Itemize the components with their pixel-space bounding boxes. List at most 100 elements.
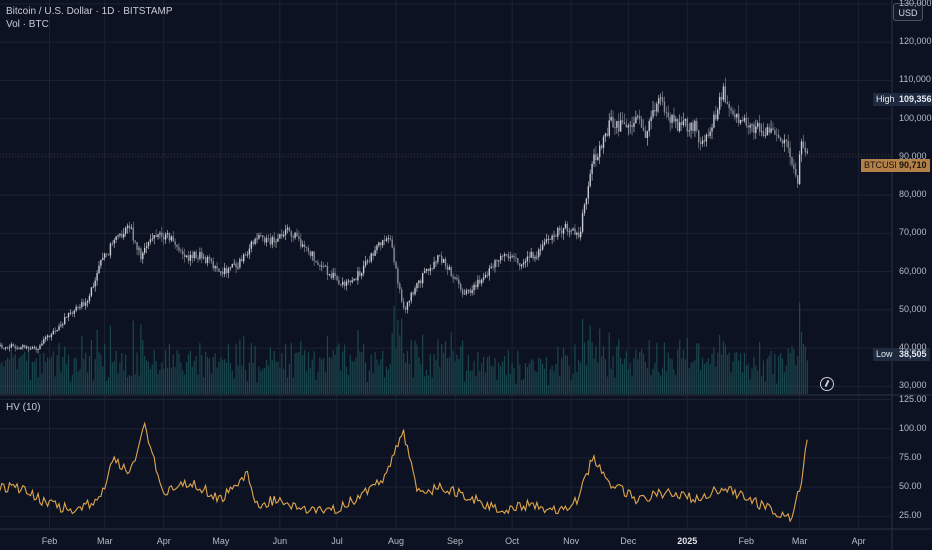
volume-bar — [568, 365, 570, 394]
candle-body — [248, 248, 251, 255]
candle-body — [180, 250, 182, 252]
candle-body — [79, 307, 81, 308]
volume-bar — [262, 368, 264, 394]
volume-bar — [686, 338, 688, 394]
volume-bar — [393, 305, 395, 394]
candle-body — [86, 300, 89, 303]
currency-button[interactable]: USD — [893, 3, 923, 21]
candle-body — [252, 241, 254, 244]
time-tick-label: 2025 — [677, 536, 698, 546]
volume-bar — [220, 357, 222, 394]
price-tick-label: 110,000 — [899, 74, 931, 85]
volume-bar — [98, 352, 100, 394]
candle-body — [62, 324, 64, 326]
volume-bar — [88, 355, 91, 394]
candle-body — [242, 254, 245, 262]
candle-body — [734, 114, 736, 118]
volume-bar — [593, 358, 595, 394]
candle-body — [39, 345, 41, 349]
candle-body — [73, 310, 75, 314]
volume-bar — [465, 370, 468, 394]
volume-bar — [705, 362, 707, 394]
candle-body — [33, 346, 35, 348]
volume-bar — [145, 360, 148, 394]
candle-body — [269, 238, 272, 245]
volume-bar — [136, 352, 138, 394]
candle-body — [570, 230, 572, 232]
candle-body — [595, 154, 597, 160]
replay-icon[interactable] — [820, 377, 834, 391]
volume-bar — [724, 345, 726, 394]
volume-bar — [324, 372, 327, 394]
candle-body — [338, 280, 340, 285]
volume-bar — [102, 366, 104, 394]
candle-body — [145, 246, 148, 249]
candle-body — [589, 173, 591, 187]
volume-bar — [583, 342, 586, 394]
volume-bar — [469, 370, 471, 394]
candle-body — [10, 344, 13, 348]
volume-bar — [383, 377, 386, 394]
candle-body — [22, 345, 24, 348]
volume-bar — [450, 332, 452, 394]
symbol-legend[interactable]: Bitcoin / U.S. Dollar · 1D · BITSTAMP — [6, 6, 173, 17]
volume-bar — [210, 373, 212, 394]
candle-body — [88, 295, 91, 301]
volume-bar — [730, 372, 732, 394]
volume-bar — [682, 349, 685, 394]
candle-body — [530, 251, 532, 258]
candle-body — [671, 114, 673, 123]
candle-body — [608, 120, 610, 136]
candle-body — [631, 125, 633, 128]
volume-bar — [787, 348, 789, 394]
volume-legend[interactable]: Vol · BTC — [6, 19, 49, 30]
volume-bar — [168, 343, 171, 394]
volume-bar — [180, 362, 182, 394]
candle-body — [218, 268, 220, 272]
candle-body — [722, 86, 725, 100]
volume-bar — [492, 366, 494, 394]
volume-bar — [22, 354, 24, 394]
volume-bar — [581, 318, 584, 394]
volume-bar — [795, 365, 797, 394]
candle-body — [227, 268, 230, 274]
volume-bar — [85, 352, 87, 394]
candle-body — [429, 268, 431, 272]
volume-bar — [385, 366, 388, 394]
volume-bar — [547, 385, 549, 394]
volume-bar — [271, 359, 273, 394]
candle-body — [115, 236, 117, 241]
candle-body — [682, 120, 685, 126]
volume-bar — [692, 361, 694, 394]
candle-body — [804, 147, 807, 153]
candle-body — [696, 120, 698, 131]
volume-bar — [797, 355, 799, 394]
candle-body — [65, 317, 68, 318]
candle-body — [758, 123, 761, 132]
volume-bar — [92, 380, 94, 394]
volume-bar — [633, 358, 635, 394]
volume-bar — [66, 363, 68, 394]
candle-body — [452, 276, 454, 279]
time-tick-label: Apr — [156, 536, 171, 546]
candle-body — [652, 109, 654, 117]
time-tick-label: Aug — [387, 536, 405, 546]
candle-body — [399, 283, 401, 290]
volume-bar — [599, 328, 601, 394]
volume-bar — [151, 364, 153, 394]
candle-body — [271, 237, 273, 245]
volume-bar — [587, 340, 589, 394]
candle-body — [458, 279, 460, 285]
candle-body — [461, 289, 464, 295]
candle-body — [549, 239, 551, 240]
volume-bar — [530, 359, 532, 394]
candle-body — [597, 157, 599, 160]
volume-bar — [625, 351, 627, 394]
time-tick-label: Mar — [96, 536, 113, 546]
volume-bar — [707, 358, 709, 394]
volume-bar — [494, 358, 496, 394]
candle-body — [391, 239, 393, 248]
hv-legend[interactable]: HV (10) — [6, 402, 41, 413]
